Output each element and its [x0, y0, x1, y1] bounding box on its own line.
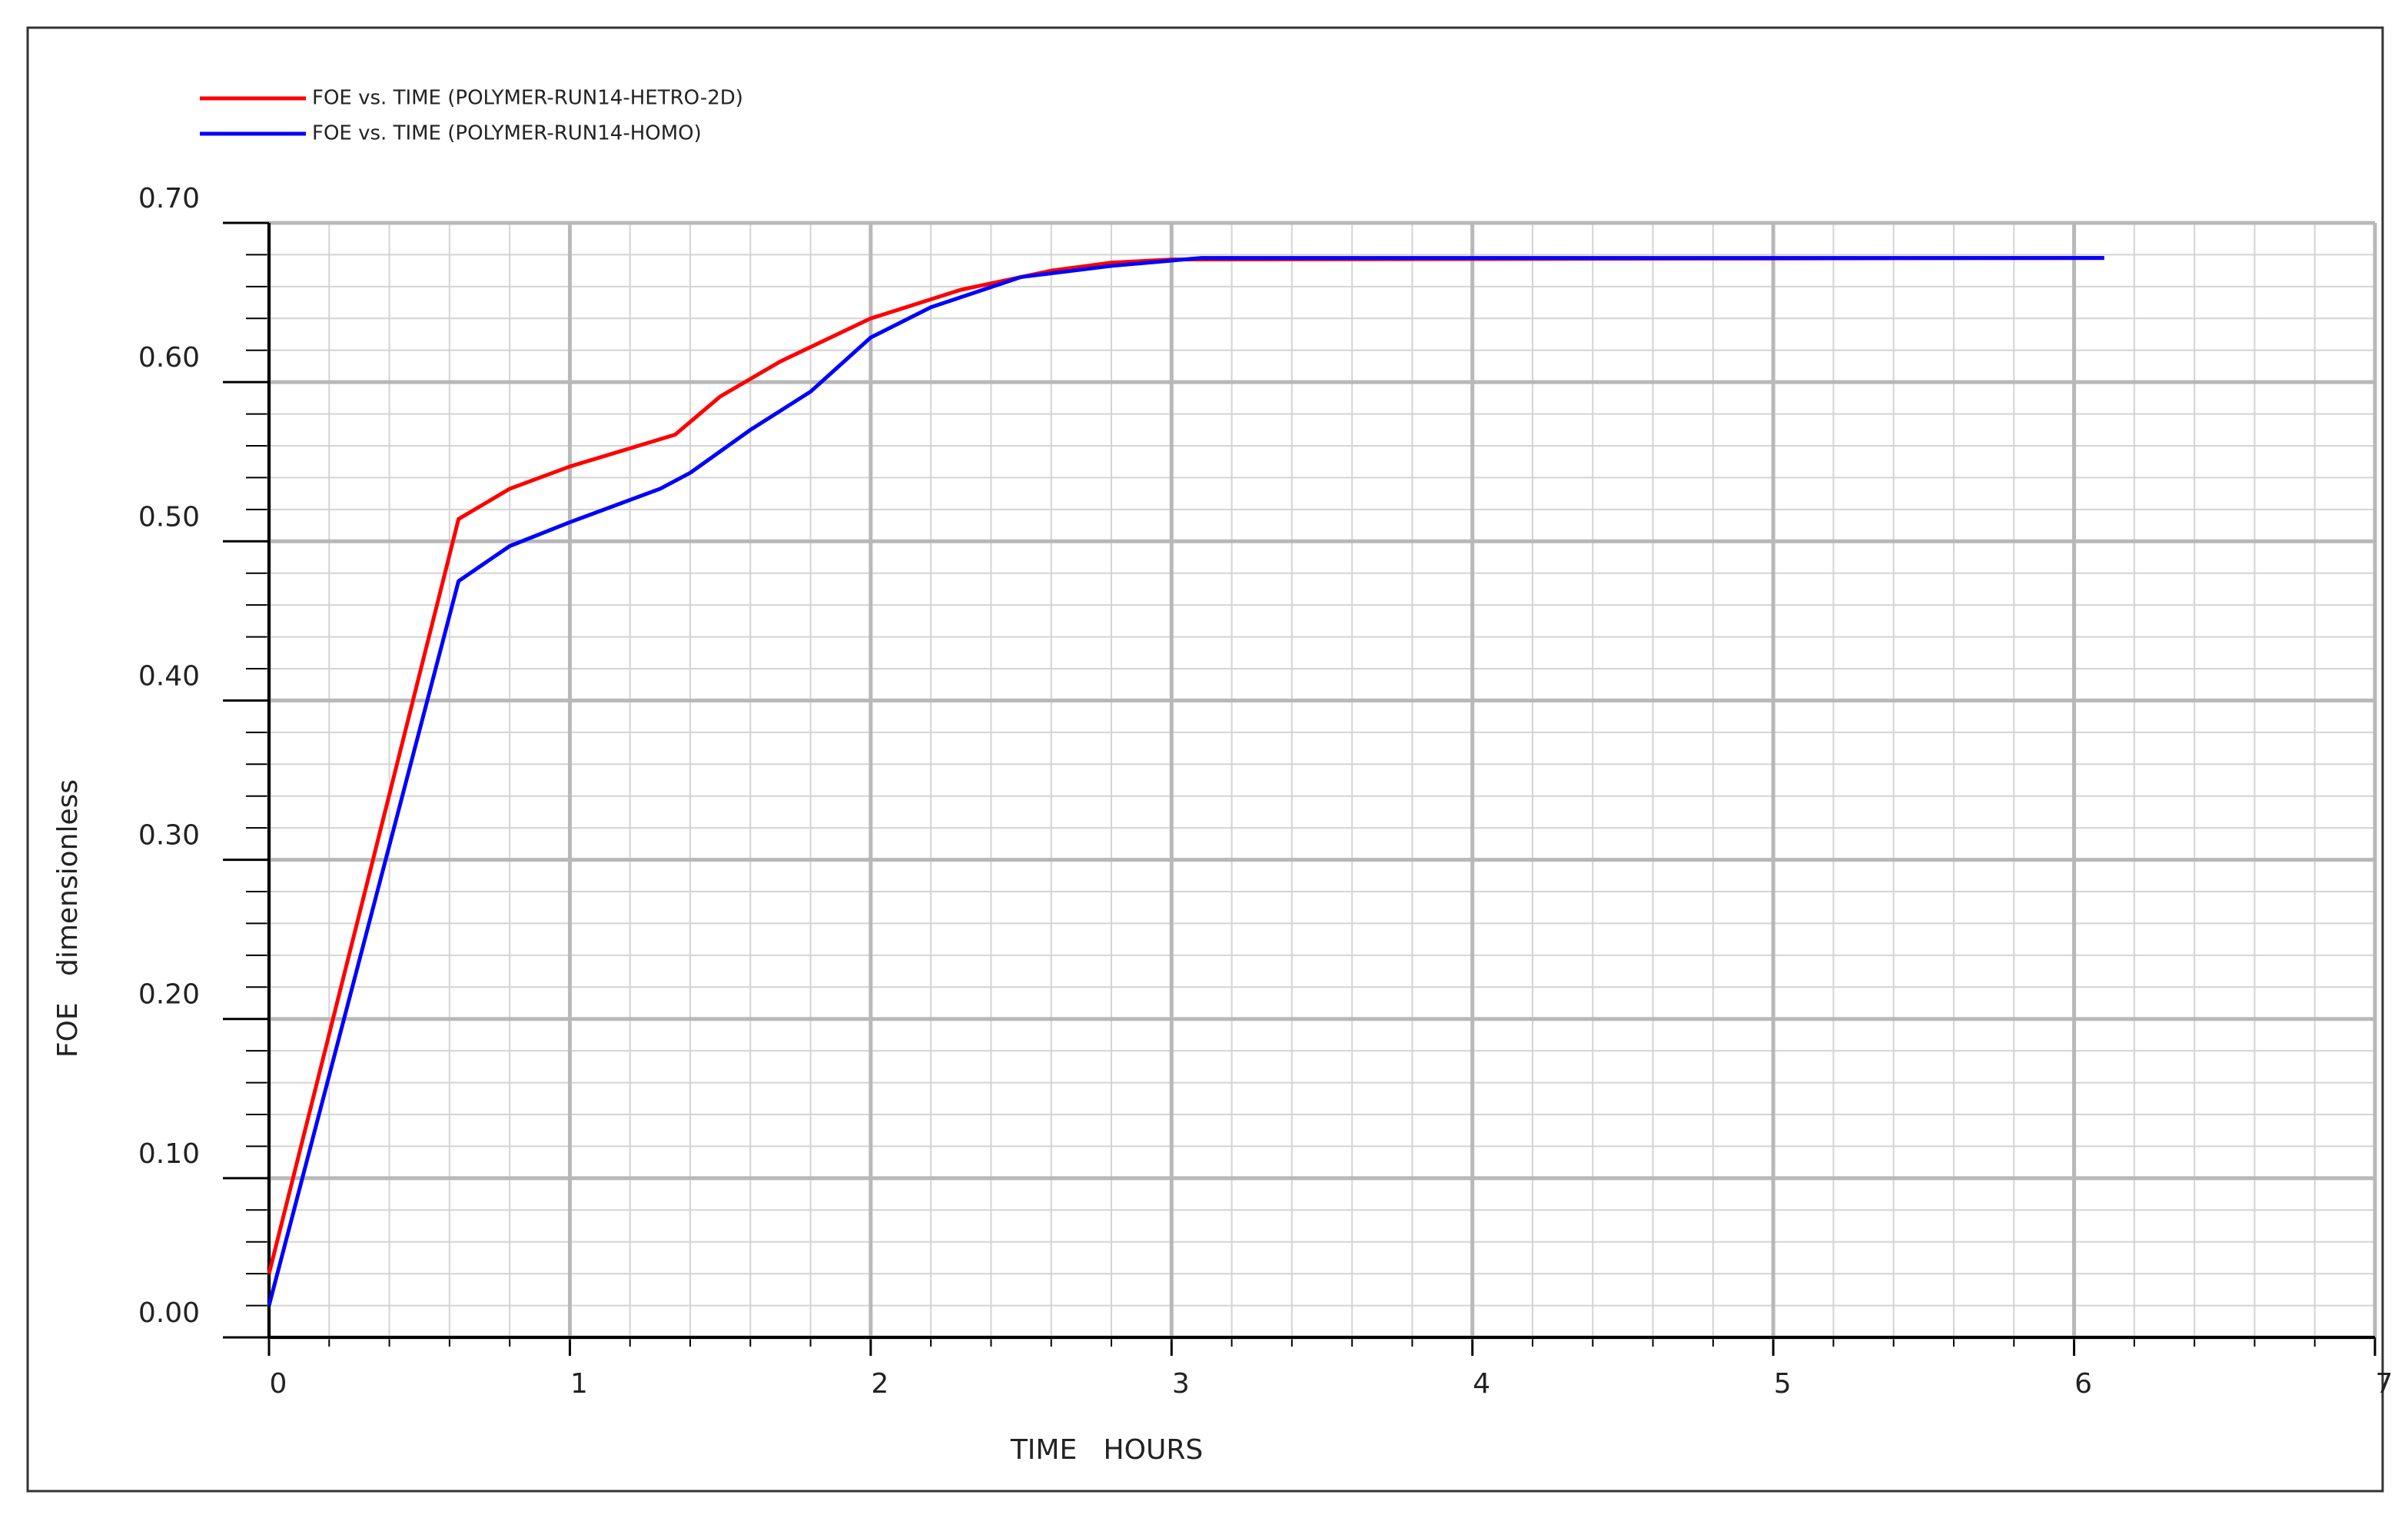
x-tick-label: 7	[2376, 1368, 2393, 1400]
line-series	[267, 256, 2104, 1307]
x-tick-label: 1	[570, 1368, 588, 1400]
frame	[26, 26, 2384, 1493]
y-tick-label: 0.50	[138, 501, 200, 533]
y-tick-label: 0.30	[138, 820, 200, 852]
y-tick-label: 0.00	[138, 1297, 200, 1329]
x-tick-label: 6	[2074, 1368, 2092, 1400]
line-series	[267, 256, 2104, 1274]
x-tick-label: 3	[1172, 1368, 1190, 1400]
y-tick-label: 0.10	[138, 1138, 200, 1170]
x-tick-label: 4	[1473, 1368, 1490, 1400]
x-axis-label: TIME HOURS	[1010, 1434, 1203, 1466]
legend-label: FOE vs. TIME (POLYMER-RUN14-HETRO-2D)	[312, 87, 743, 110]
y-tick-label: 0.40	[138, 660, 200, 692]
y-tick-label: 0.60	[138, 342, 200, 374]
x-tick-label: 5	[1774, 1368, 1792, 1400]
x-tick-label: 2	[871, 1368, 888, 1400]
x-tick-label: 0	[270, 1368, 287, 1400]
legend-label: FOE vs. TIME (POLYMER-RUN14-HOMO)	[312, 122, 702, 145]
y-tick-label: 0.70	[138, 183, 200, 214]
y-axis-label: FOE dimensionless	[52, 779, 84, 1058]
y-tick-label: 0.20	[138, 979, 200, 1011]
